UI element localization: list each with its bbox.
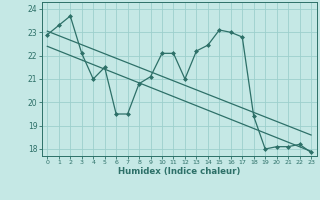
X-axis label: Humidex (Indice chaleur): Humidex (Indice chaleur) xyxy=(118,167,240,176)
